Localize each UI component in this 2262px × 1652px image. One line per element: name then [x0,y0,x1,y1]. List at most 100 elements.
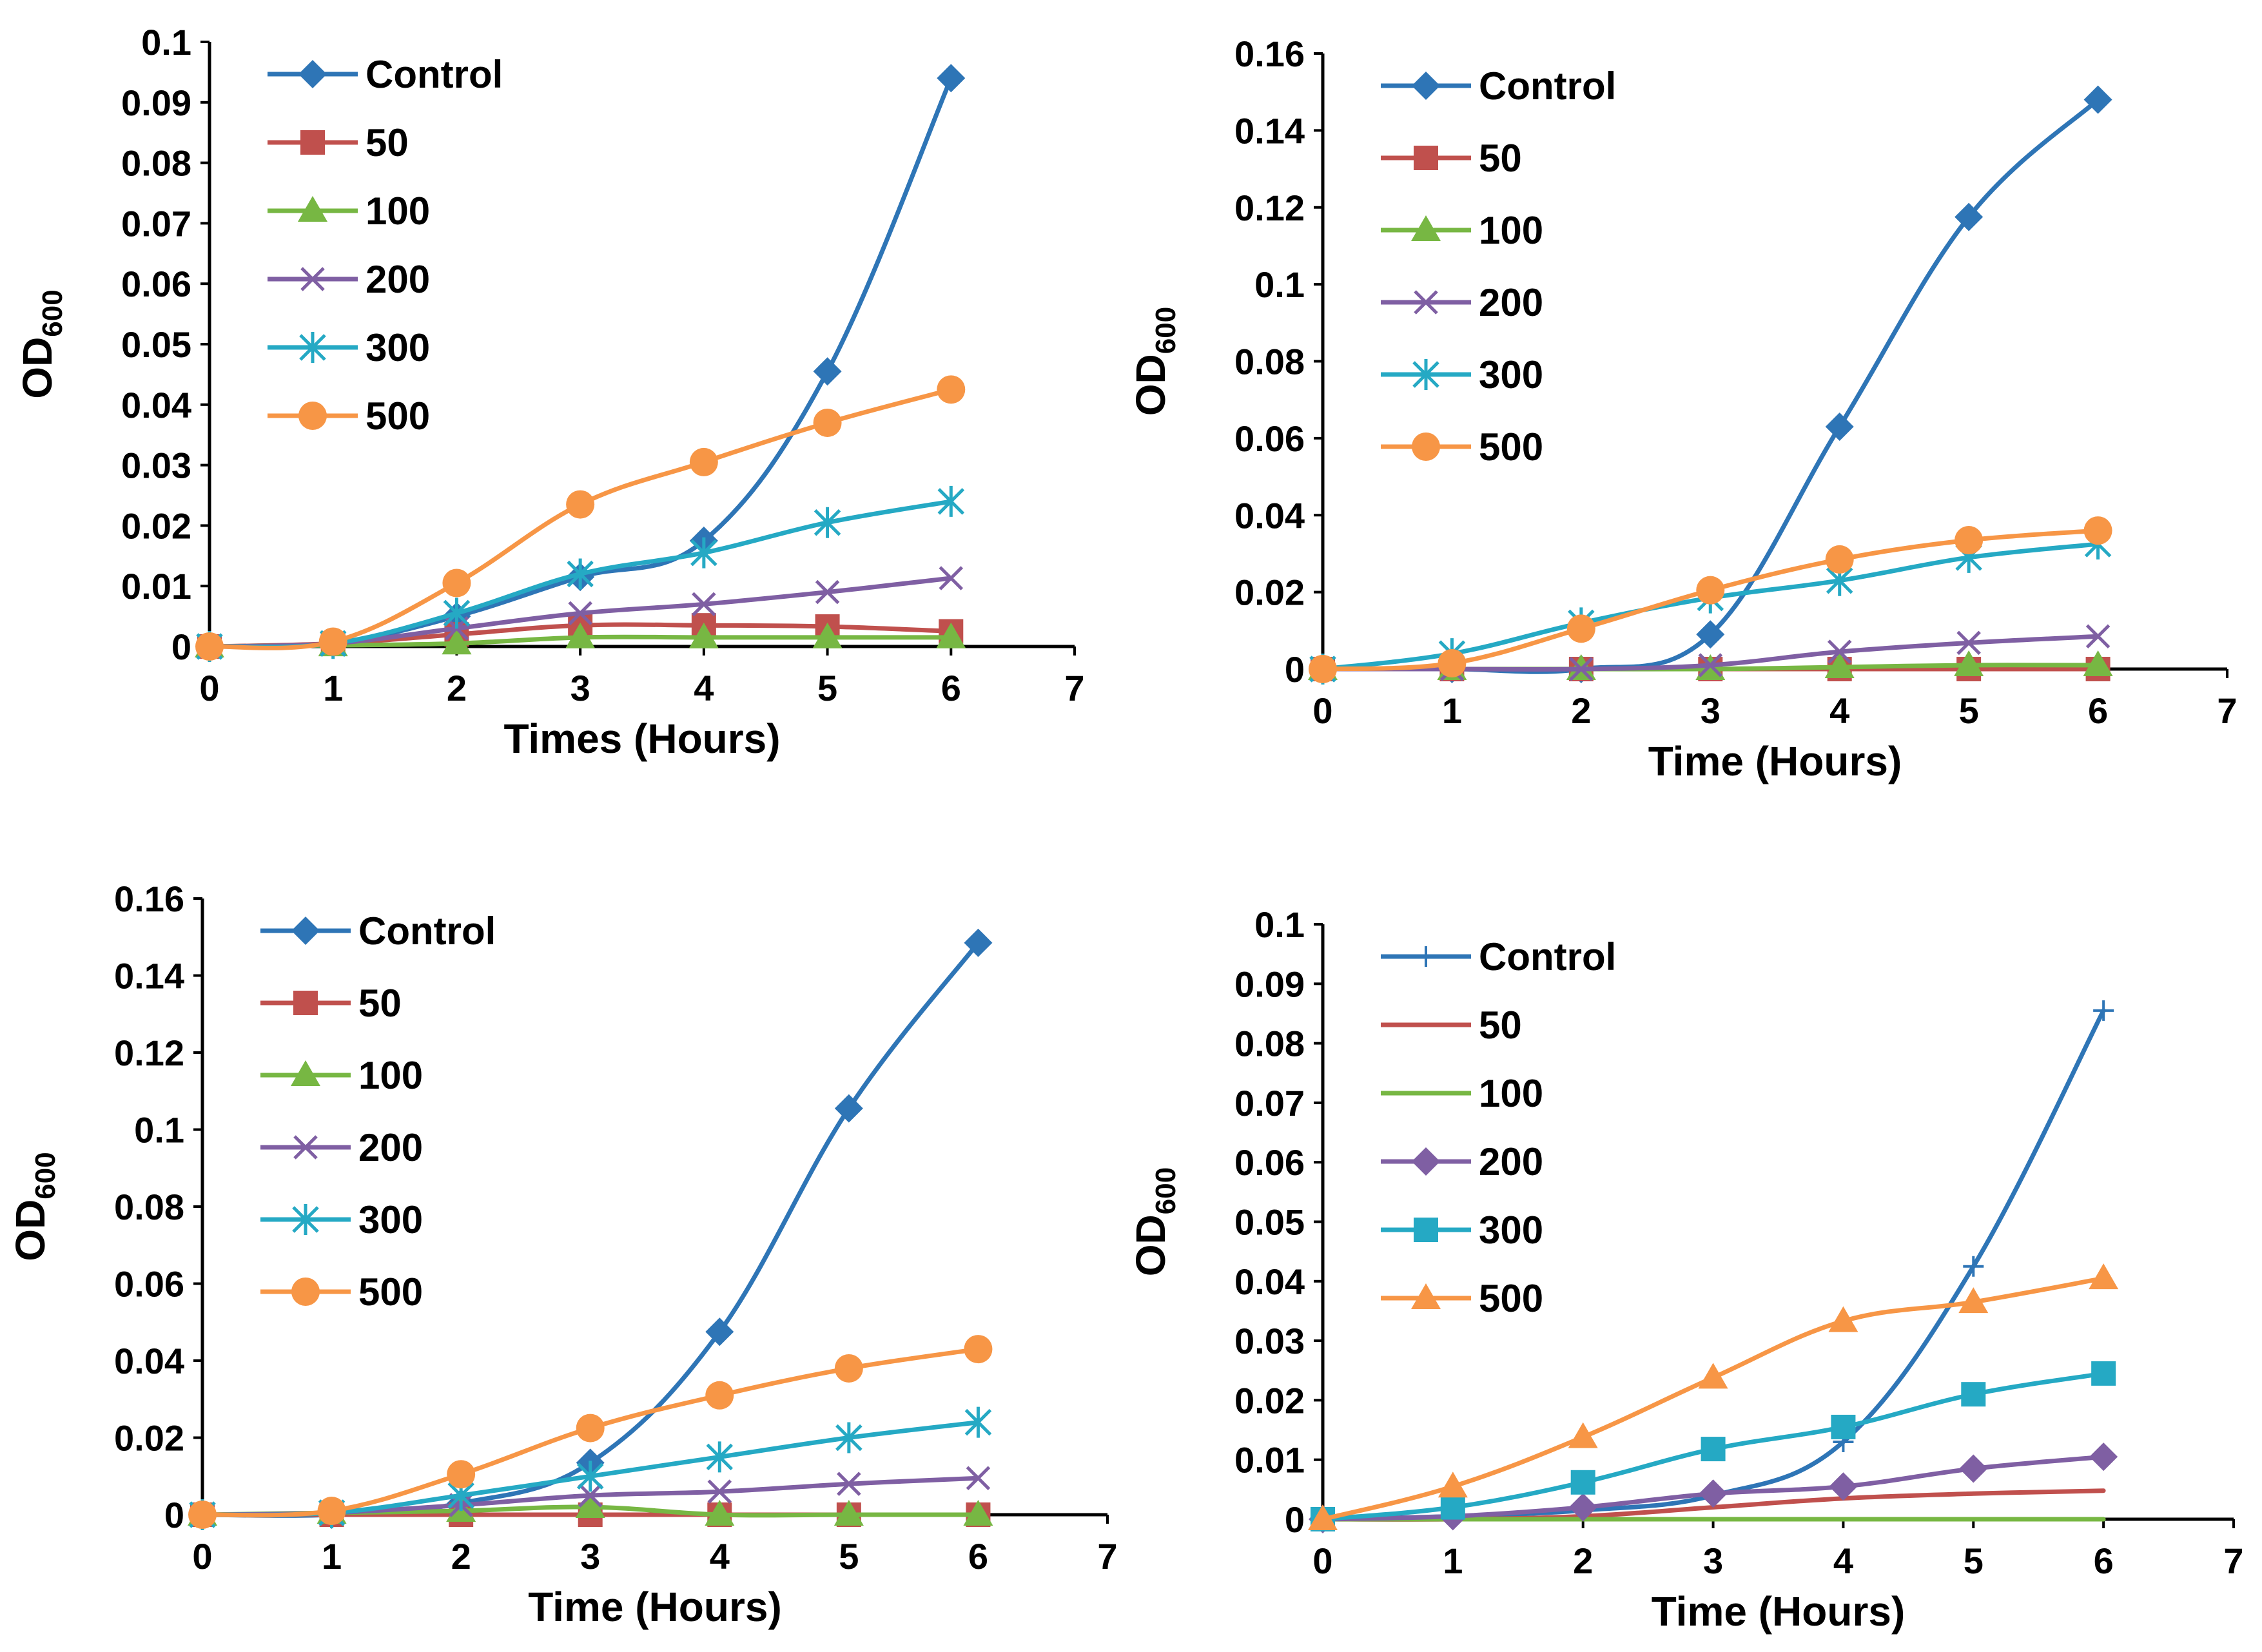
data-point-500-3 [566,490,595,519]
legend-label-500: 500 [366,394,430,438]
legend-marker-Control [291,917,320,945]
data-point-300-6 [2091,1361,2116,1386]
data-point-500-2 [1568,1422,1598,1448]
data-point-100-5 [812,622,843,648]
legend-label-200: 200 [1479,1140,1543,1183]
data-point-500-0 [1308,1504,1338,1530]
data-point-300-2 [1570,1470,1595,1495]
data-point-300-4 [690,537,717,568]
y-tick-label: 0.01 [121,566,191,607]
data-point-300-3 [567,558,594,590]
legend-label-Control: Control [366,53,503,96]
x-tick-label: 7 [1097,1536,1117,1577]
y-axis-label-subscript: 600 [1150,307,1182,354]
chart-panel-bottom-right: 0 0.01 0.02 0.03 0.04 0.05 0.06 0.07 0.08 0.09 0.1… [1127,904,2244,1635]
x-tick-label: 0 [199,668,219,708]
data-point-200-4 [1827,639,1852,664]
chart-panel-top-left: 0 0.01 0.02 0.03 0.04 0.05 0.06 0.07 0.08 0.09 0.1… [14,22,1085,762]
x-tick-label: 1 [1443,1540,1463,1581]
data-point-Control-5 [1963,1256,1984,1277]
x-tick-label: 7 [1064,668,1084,708]
data-point-300-6 [937,485,965,517]
y-tick-label: 0 [1285,1499,1305,1540]
data-point-300-5 [814,507,841,538]
y-tick-label: 0.06 [121,264,191,304]
data-point-300-3 [1701,1437,1726,1462]
data-point-Control-6 [2093,1000,2114,1021]
data-point-200-5 [815,579,840,605]
data-point-500-2 [447,1460,476,1489]
data-point-200-3 [578,1483,603,1508]
legend-marker-500 [1412,432,1440,461]
legend-label-200: 200 [366,258,430,301]
series-500 [188,1335,993,1529]
data-point-100-5 [834,1500,864,1526]
legend-marker-100 [1411,215,1441,241]
x-tick-label: 1 [323,668,343,708]
legend-label-Control: Control [1479,935,1616,978]
x-tick-label: 3 [1703,1540,1723,1581]
data-point-200-3 [568,601,592,626]
y-tick-label: 0.04 [1234,495,1305,536]
y-tick-label: 0.1 [134,1110,184,1151]
y-tick-label: 0.12 [114,1033,184,1073]
legend-marker-500 [1411,1283,1441,1309]
y-axis-label: OD600 [1127,1167,1182,1276]
data-point-500-4 [1828,1306,1858,1332]
x-tick-label: 4 [1829,690,1849,731]
data-point-500-5 [1958,1287,1989,1314]
data-point-300-3 [576,1461,604,1492]
data-point-300-5 [835,1422,863,1453]
x-tick-label: 4 [1833,1540,1853,1581]
x-tick-label: 3 [570,668,590,708]
legend-marker-Control [1412,72,1440,100]
y-tick-label: 0.05 [121,324,191,365]
x-tick-label: 1 [1442,690,1462,731]
y-axis-label: OD600 [1127,307,1182,416]
data-point-300-6 [964,1406,992,1438]
y-axis-label-main: OD [1127,1214,1174,1276]
y-tick-label: 0.16 [114,879,184,919]
data-point-100-4 [688,622,719,648]
data-point-100-6 [2083,650,2113,677]
y-axis-label-subscript: 600 [1150,1167,1182,1214]
data-point-300-5 [1961,1382,1986,1407]
legend-marker-50 [293,991,318,1015]
series-500 [1308,1263,2119,1530]
legend: Control 50 100 200 300 500 [260,909,496,1314]
data-point-500-6 [2083,516,2112,545]
y-tick-label: 0.04 [114,1341,184,1381]
legend-marker-200 [1414,290,1438,315]
y-tick-label: 0.14 [1234,110,1305,151]
data-point-300-2 [443,598,471,629]
x-tick-label: 7 [2223,1540,2243,1581]
legend-label-100: 100 [1479,209,1543,252]
data-point-100-4 [1824,652,1855,679]
data-point-Control-5 [834,1094,863,1123]
legend-label-50: 50 [1479,1004,1522,1047]
legend-marker-200 [293,1135,318,1160]
data-point-Control-4 [1825,412,1854,441]
legend-label-500: 500 [1479,1277,1543,1320]
data-point-200-2 [1568,1493,1597,1522]
legend-label-200: 200 [358,1126,423,1169]
legend-marker-300 [1412,359,1439,390]
data-point-300-1 [1440,1495,1465,1520]
x-tick-label: 1 [322,1536,342,1577]
x-tick-label: 2 [447,668,467,708]
series-500 [195,375,966,661]
legend-marker-Control [1416,946,1436,967]
x-axis-label: Times (Hours) [503,715,780,762]
x-tick-label: 2 [1571,690,1591,731]
x-axis-label: Time (Hours) [528,1584,782,1630]
legend: Control 50 100 200 300 500 [1381,64,1616,469]
x-tick-label: 6 [968,1536,988,1577]
data-point-500-3 [1698,1363,1728,1389]
data-point-Control-6 [937,64,966,93]
chart-panel-top-right: 0 0.02 0.04 0.06 0.08 0.1 0.12 0.14 0.16 0 1 2 3 4 5 6 7… [1127,34,2238,784]
data-point-200-5 [837,1472,861,1496]
x-axis-label: Time (Hours) [1652,1588,1906,1635]
series-500 [1309,516,2112,683]
x-tick-label: 3 [1701,690,1721,731]
x-tick-label: 6 [2088,690,2108,731]
